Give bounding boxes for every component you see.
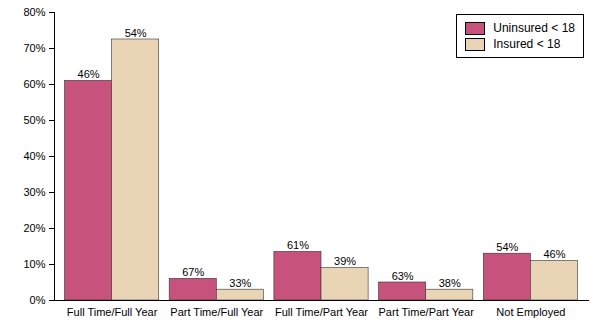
html-text:Insured < 18: Insured < 18 [493, 37, 561, 51]
svg-text:Part Time/Full Year: Part Time/Full Year [170, 306, 263, 318]
svg-text:38%: 38% [439, 277, 461, 289]
svg-text:60%: 60% [23, 78, 45, 90]
svg-text:Full Time/Part Year: Full Time/Part Year [275, 306, 368, 318]
svg-text:Part Time/Part Year: Part Time/Part Year [379, 306, 475, 318]
svg-text:39%: 39% [334, 255, 356, 267]
svg-text:67%: 67% [182, 266, 204, 278]
svg-text:Not Employed: Not Employed [496, 306, 565, 318]
html-text:Uninsured < 18: Uninsured < 18 [493, 21, 575, 35]
svg-text:46%: 46% [78, 68, 100, 80]
svg-text:54%: 54% [125, 27, 147, 39]
svg-text:80%: 80% [23, 6, 45, 18]
svg-text:Full Time/Full Year: Full Time/Full Year [67, 306, 158, 318]
svg-text:63%: 63% [392, 270, 414, 282]
svg-text:30%: 30% [23, 186, 45, 198]
svg-text:61%: 61% [287, 239, 309, 251]
svg-text:10%: 10% [23, 258, 45, 270]
svg-text:40%: 40% [23, 150, 45, 162]
svg-text:54%: 54% [496, 241, 518, 253]
svg-text:33%: 33% [229, 277, 251, 289]
svg-text:46%: 46% [543, 248, 565, 260]
svg-text:0%: 0% [30, 294, 46, 306]
svg-text:20%: 20% [23, 222, 45, 234]
svg-text:70%: 70% [23, 42, 45, 54]
svg-text:50%: 50% [23, 114, 45, 126]
